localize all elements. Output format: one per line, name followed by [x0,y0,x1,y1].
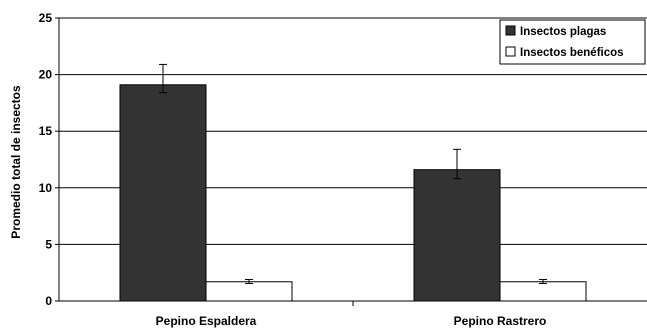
bar-0-0 [120,85,206,301]
y-tick-label-10: 10 [39,181,53,195]
x-category-label-1: Pepino Rastrero [454,314,547,328]
y-tick-label-20: 20 [39,68,53,82]
y-axis-title: Promedio total de insectos [9,85,23,239]
legend-swatch-plagas [506,26,515,35]
bar-1-1 [500,282,586,301]
y-tick-label-5: 5 [45,237,52,251]
legend-label-beneficos: Insectos benéficos [520,47,624,59]
legend: Insectos plagas Insectos benéficos [500,20,645,64]
bar-0-1 [414,170,500,301]
y-tick-label-25: 25 [39,11,53,25]
x-category-label-0: Pepino Espaldera [156,314,257,328]
y-tick-label-15: 15 [39,124,53,138]
y-tick-label-0: 0 [45,294,52,308]
x-category-labels: Pepino Espaldera Pepino Rastrero [156,314,547,328]
bar-1-0 [206,282,292,301]
bars [120,85,586,301]
y-tick-labels: 0 5 10 15 20 25 [39,11,53,308]
legend-swatch-beneficos [506,47,515,56]
legend-label-plagas: Insectos plagas [520,26,606,38]
